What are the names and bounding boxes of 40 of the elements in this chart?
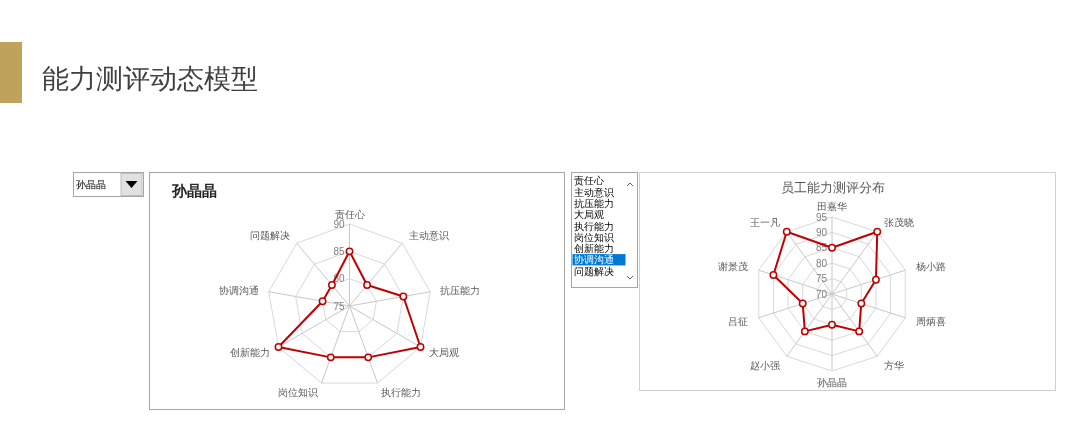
y-tick-label: 75: [333, 300, 345, 312]
spoke-label: 方华: [883, 359, 904, 371]
spoke-label: 田嘉华: [817, 200, 847, 212]
y-tick-label: 95: [815, 211, 828, 223]
spoke-label: 杨小路: [914, 261, 946, 273]
spoke-label: 主动意识: [408, 230, 449, 242]
text: 协调沟通: [573, 254, 614, 266]
spoke-label: 抗压能力: [440, 284, 481, 296]
text: 责任心: [573, 175, 604, 187]
text: 岗位知识: [573, 231, 614, 243]
spoke-label: 问题解决: [250, 230, 291, 242]
spoke-label: 大局观: [429, 346, 460, 358]
spoke-label: 王一凡: [750, 217, 781, 229]
text: 抗压能力: [573, 197, 614, 209]
spoke-label: 岗位知识: [278, 386, 319, 398]
spoke-label: 执行能力: [380, 386, 421, 398]
text: 大局观: [573, 209, 604, 221]
chart-title: 孙晶晶: [171, 182, 217, 199]
spoke-label: 谢景茂: [718, 261, 749, 273]
text: 创新能力: [573, 243, 614, 255]
spoke-label: 周炳喜: [915, 315, 946, 327]
y-tick-label: 85: [333, 245, 345, 257]
text: 孙晶晶: [76, 179, 106, 190]
spoke-label: 责任心: [334, 208, 365, 220]
y-tick-label: 80: [815, 257, 828, 269]
y-tick-label: 70: [815, 288, 828, 300]
spoke-label: 张茂晓: [883, 217, 914, 229]
chart-title: 员工能力测评分布: [781, 180, 885, 195]
spoke-label: 协调沟通: [218, 284, 259, 296]
text: 问题解决: [573, 265, 614, 277]
spoke-label: 创新能力: [229, 346, 270, 358]
y-tick-label: 90: [333, 218, 345, 230]
text: 主动意识: [573, 186, 614, 198]
spoke-label: 赵小强: [750, 359, 781, 371]
spoke-label: 吕征: [728, 315, 749, 327]
y-tick-label: 75: [815, 273, 828, 285]
spoke-label: 孙晶晶: [817, 376, 847, 388]
text: 能力测评动态模型: [42, 64, 258, 94]
y-tick-label: 90: [815, 226, 828, 238]
text: 执行能力: [573, 220, 614, 232]
